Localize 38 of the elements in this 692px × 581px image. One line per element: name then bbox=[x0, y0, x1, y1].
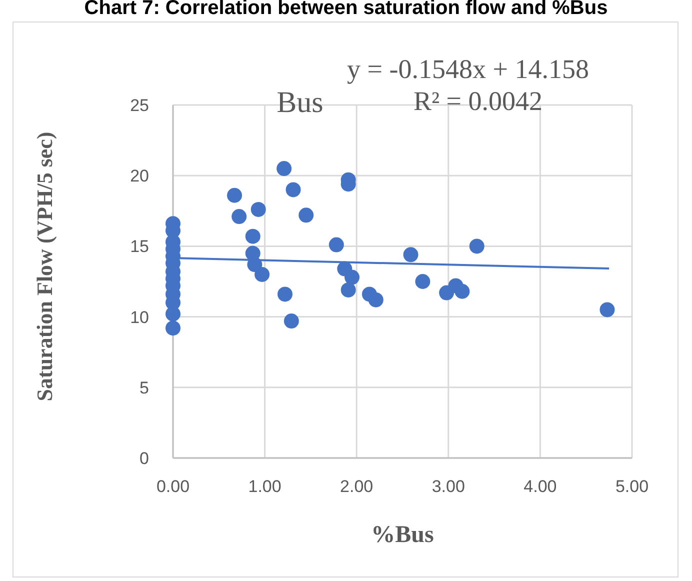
point bbox=[276, 161, 292, 176]
x-tick-label: 2.00 bbox=[340, 477, 374, 496]
x-tick-label: 3.00 bbox=[432, 477, 465, 496]
point bbox=[286, 182, 301, 198]
x-tick-label: 4.00 bbox=[524, 477, 557, 496]
point bbox=[415, 274, 430, 289]
point bbox=[469, 238, 484, 254]
y-tick-label: 10 bbox=[130, 308, 149, 327]
point bbox=[277, 286, 292, 302]
point bbox=[368, 292, 384, 308]
point bbox=[600, 302, 615, 318]
point bbox=[328, 237, 344, 252]
point bbox=[403, 247, 418, 262]
point bbox=[344, 270, 360, 285]
x-tick-label: 1.00 bbox=[248, 477, 282, 496]
point bbox=[250, 202, 266, 217]
annotation: R² = 0.0042 bbox=[413, 86, 543, 116]
x-axis-title: %Bus bbox=[371, 522, 434, 548]
point bbox=[245, 228, 260, 244]
point bbox=[232, 209, 247, 224]
y-tick-label: 5 bbox=[140, 378, 149, 398]
x-tick-label: 0.00 bbox=[156, 477, 190, 496]
point bbox=[227, 188, 242, 203]
y-tick-label: 25 bbox=[130, 96, 149, 115]
point bbox=[298, 208, 314, 223]
text: y = -0.1548x + 14.158 bbox=[347, 54, 589, 84]
point bbox=[340, 282, 356, 298]
y-axis-title: Saturation Flow (VPH/5 sec) bbox=[32, 132, 57, 402]
y-tick-label: 15 bbox=[130, 237, 149, 256]
point bbox=[166, 306, 180, 322]
y-tick-label: 0 bbox=[140, 448, 149, 468]
point bbox=[454, 284, 470, 299]
point bbox=[166, 320, 180, 336]
point bbox=[254, 266, 270, 282]
x-tick-label: 5.00 bbox=[615, 477, 649, 496]
point bbox=[284, 314, 299, 329]
y-tick-label: 20 bbox=[130, 166, 149, 186]
annotation: Bus bbox=[276, 86, 324, 119]
